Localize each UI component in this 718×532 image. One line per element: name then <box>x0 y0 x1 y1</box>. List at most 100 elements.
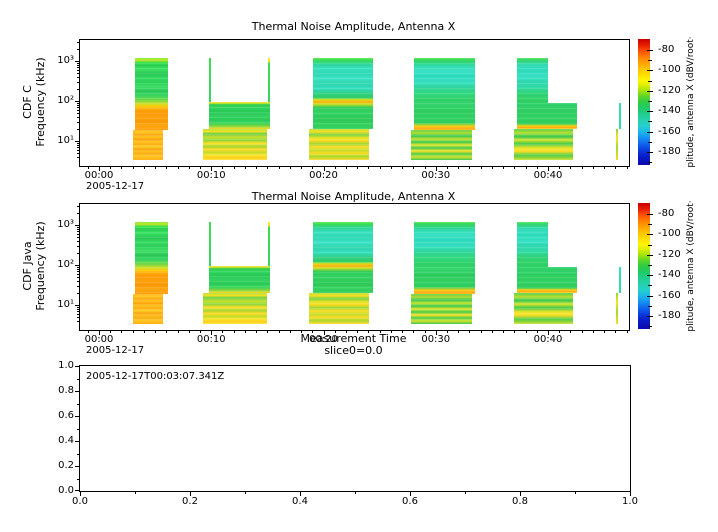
axis-tick <box>548 166 549 171</box>
tick-label: 0.8 <box>512 496 528 507</box>
spectrogram-segment <box>619 103 621 129</box>
spectrogram-plot-area-cdf-java: 00:00 00:10 00:20 00:30 00:40 10³ 10² 10¹ <box>57 203 630 345</box>
axis-tick <box>77 240 80 242</box>
spectrogram-segment <box>513 128 574 160</box>
axis-tick <box>390 166 392 169</box>
axis-tick <box>334 330 336 333</box>
axis-tick <box>77 273 80 275</box>
axis-tick <box>536 166 538 169</box>
axis-tick <box>77 73 80 75</box>
axis-tick <box>77 478 80 480</box>
axis-tick <box>491 166 493 169</box>
axis-tick <box>548 330 549 335</box>
panel-cdf-java-date-label: 2005-12-17 <box>86 345 145 356</box>
axis-tick <box>334 166 336 169</box>
axis-tick <box>75 441 80 442</box>
tick-label: 00:10 <box>196 170 226 181</box>
spectrogram-segment <box>517 221 548 267</box>
axis-tick <box>75 61 80 62</box>
axis-tick <box>77 311 80 313</box>
axis-tick <box>77 285 80 287</box>
axis-tick <box>592 166 594 169</box>
axis-tick <box>357 166 359 169</box>
axis-tick <box>458 166 460 169</box>
axis-tick <box>188 330 190 333</box>
axis-tick <box>77 317 80 319</box>
axis-tick <box>132 166 134 169</box>
axis-tick <box>469 330 471 333</box>
axis-tick <box>604 330 606 333</box>
axis-tick <box>323 330 325 335</box>
axis-tick <box>244 166 246 169</box>
tick-label: 00:40 <box>533 170 563 181</box>
axis-tick <box>77 306 80 308</box>
axis-tick <box>77 245 80 247</box>
axis-tick <box>458 330 460 333</box>
axis-tick <box>77 116 80 118</box>
axis-tick <box>77 64 80 66</box>
axis-tick <box>77 280 80 282</box>
tick-label: 10³ <box>57 219 74 230</box>
axis-tick <box>77 205 80 207</box>
axis-tick <box>413 330 415 333</box>
axis-tick <box>77 313 80 315</box>
axis-tick <box>77 48 80 50</box>
axis-tick <box>368 166 370 169</box>
axis-tick <box>357 330 359 333</box>
axis-tick <box>77 144 80 146</box>
spectrogram-segment <box>517 57 548 103</box>
colorbar-minor-tick <box>648 141 652 143</box>
axis-tick <box>77 88 80 90</box>
axis-tick <box>77 153 80 155</box>
axis-tick <box>446 166 448 169</box>
colorbar-tick-label: -140 <box>658 269 681 281</box>
axis-tick <box>166 330 168 333</box>
colorbar-minor-tick <box>648 224 652 226</box>
panel-cdf-c-date-label: 2005-12-17 <box>86 181 145 192</box>
axis-tick <box>77 378 80 380</box>
axis-tick <box>77 277 80 279</box>
spectrogram-segment <box>202 128 268 160</box>
axis-tick <box>301 330 303 333</box>
spectrogram-segment <box>309 292 369 324</box>
colorbar-cdf-java: plitude, antenna X (dBV/root· -80 -100 -12… <box>638 200 718 332</box>
colorbar-minor-tick <box>648 326 652 328</box>
tick-label: 00:10 <box>196 334 226 345</box>
axis-tick <box>87 166 89 169</box>
colorbar-tick-label: -100 <box>658 64 681 76</box>
spectrogram-segment <box>413 57 476 131</box>
colorbar-minor-tick <box>648 285 652 287</box>
axis-tick <box>155 330 157 333</box>
tick-label: 0.0 <box>58 485 74 496</box>
colorbar-minor-tick <box>648 121 652 123</box>
axis-tick <box>77 81 80 83</box>
axis-tick <box>135 491 136 494</box>
tick-label: 0.2 <box>182 496 198 507</box>
axis-tick <box>559 166 561 169</box>
axis-tick <box>345 330 347 333</box>
axis-tick <box>630 491 631 496</box>
axis-tick <box>77 233 80 235</box>
axis-tick <box>402 330 404 333</box>
axis-tick <box>435 330 437 335</box>
spectrogram-segment <box>616 128 619 160</box>
axis-tick <box>465 491 466 494</box>
axis-tick <box>525 166 527 169</box>
axis-tick <box>604 166 606 169</box>
axis-tick <box>581 330 583 333</box>
colorbar-tick-label: -140 <box>658 105 681 117</box>
colorbar-tick <box>647 275 653 277</box>
colorbar-tick <box>647 50 653 51</box>
axis-tick <box>323 166 325 171</box>
axis-tick <box>503 330 505 333</box>
axis-tick <box>166 166 168 169</box>
axis-tick <box>77 41 80 43</box>
tick-label: 0.8 <box>58 385 74 396</box>
axis-tick <box>200 166 202 169</box>
axis-tick <box>75 141 80 142</box>
axis-tick <box>480 166 482 169</box>
axis-tick <box>592 330 594 333</box>
colorbar-tick-label: -180 <box>658 310 681 321</box>
axis-tick <box>615 166 617 169</box>
tick-label: 10² <box>57 259 74 270</box>
